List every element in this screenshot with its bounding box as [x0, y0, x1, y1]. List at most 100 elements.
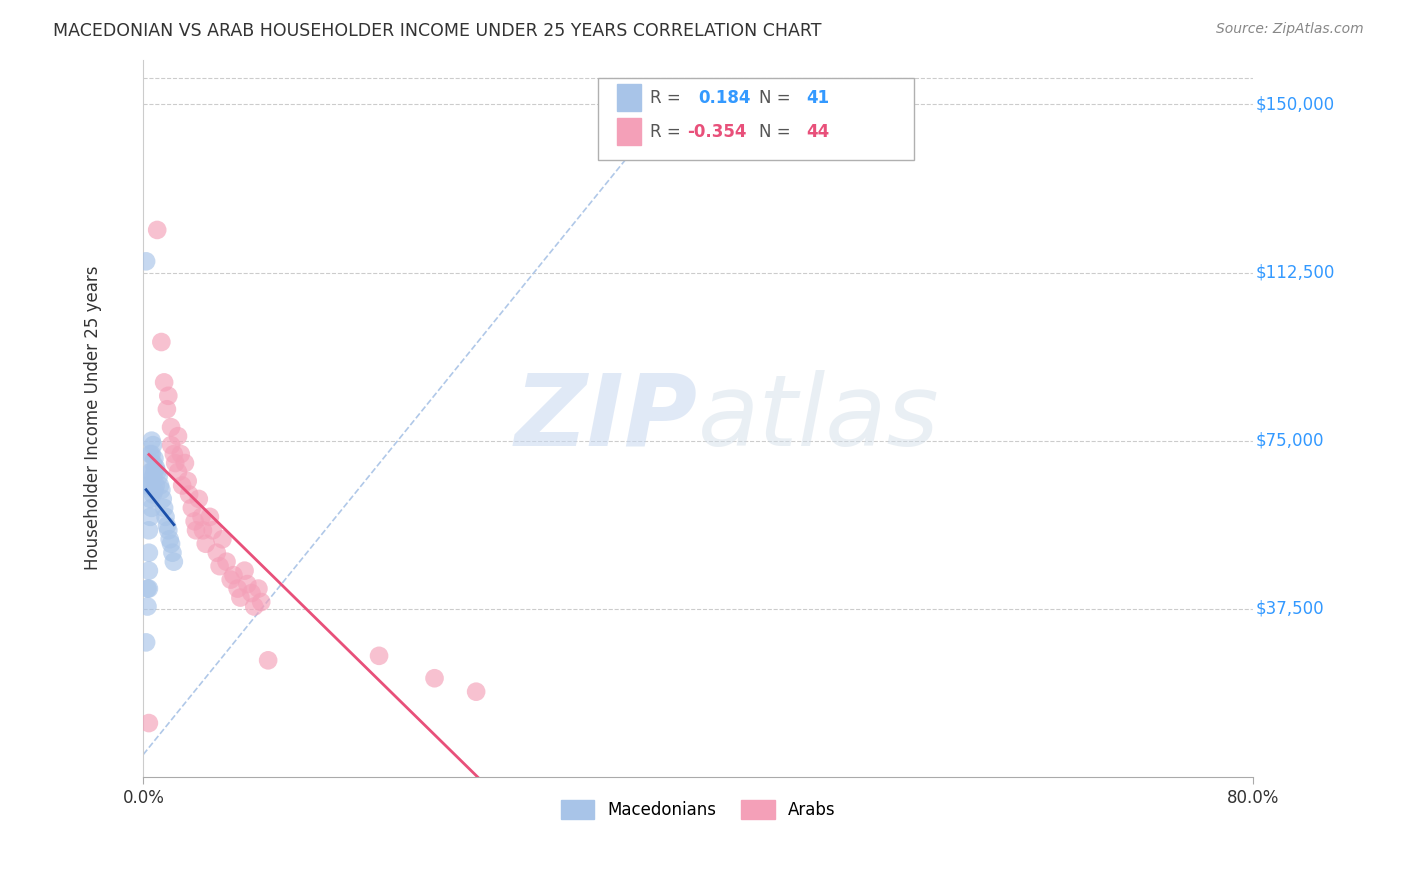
Point — [191, 524, 214, 538]
Point — [142, 438, 165, 452]
Point — [148, 469, 170, 483]
Point — [143, 465, 166, 479]
Bar — [617, 118, 641, 145]
Point — [167, 429, 190, 443]
Point — [142, 487, 165, 501]
Point — [180, 500, 202, 515]
Text: N =: N = — [759, 122, 796, 141]
Text: $75,000: $75,000 — [1256, 432, 1324, 450]
Point — [136, 599, 159, 614]
Point — [167, 465, 190, 479]
Text: -0.354: -0.354 — [688, 122, 747, 141]
Point — [146, 465, 169, 479]
Point — [157, 389, 180, 403]
Point — [174, 456, 197, 470]
Point — [136, 582, 159, 596]
Point — [184, 524, 207, 538]
Point — [138, 716, 160, 731]
Text: R =: R = — [651, 88, 686, 107]
Point — [135, 635, 157, 649]
Point — [138, 524, 160, 538]
Point — [162, 546, 184, 560]
Point — [219, 573, 242, 587]
Point — [141, 500, 163, 515]
Point — [153, 500, 176, 515]
Point — [257, 653, 280, 667]
Point — [205, 546, 228, 560]
Point — [215, 555, 238, 569]
Point — [229, 591, 252, 605]
Point — [146, 223, 169, 237]
FancyBboxPatch shape — [598, 78, 914, 160]
Point — [139, 491, 162, 506]
Text: N =: N = — [759, 88, 796, 107]
Point — [233, 564, 256, 578]
Text: Householder Income Under 25 years: Householder Income Under 25 years — [84, 266, 103, 571]
Point — [142, 456, 165, 470]
Text: $112,500: $112,500 — [1256, 263, 1334, 282]
Text: 44: 44 — [807, 122, 830, 141]
Point — [138, 564, 160, 578]
Point — [143, 483, 166, 497]
Point — [165, 456, 187, 470]
Point — [141, 478, 163, 492]
Point — [142, 469, 165, 483]
Point — [139, 509, 162, 524]
Point — [139, 478, 162, 492]
Point — [236, 577, 259, 591]
Point — [157, 524, 180, 538]
Point — [243, 599, 266, 614]
Point — [172, 478, 194, 492]
Point — [153, 376, 176, 390]
Text: 0.184: 0.184 — [697, 88, 751, 107]
Point — [135, 254, 157, 268]
Point — [145, 460, 167, 475]
Point — [138, 546, 160, 560]
Point — [152, 491, 174, 506]
Point — [141, 434, 163, 448]
Point — [222, 568, 245, 582]
Text: 41: 41 — [807, 88, 830, 107]
Point — [150, 483, 173, 497]
Bar — [617, 84, 641, 112]
Point — [141, 447, 163, 461]
Point — [170, 447, 193, 461]
Point — [136, 478, 159, 492]
Point — [194, 537, 217, 551]
Point — [201, 524, 224, 538]
Legend: Macedonians, Arabs: Macedonians, Arabs — [554, 793, 842, 826]
Point — [139, 465, 162, 479]
Point — [150, 334, 173, 349]
Text: $37,500: $37,500 — [1256, 599, 1324, 618]
Point — [160, 420, 183, 434]
Point — [198, 509, 221, 524]
Point — [368, 648, 391, 663]
Point — [177, 474, 200, 488]
Text: ZIP: ZIP — [515, 369, 697, 467]
Point — [159, 533, 181, 547]
Point — [183, 514, 205, 528]
Text: MACEDONIAN VS ARAB HOUSEHOLDER INCOME UNDER 25 YEARS CORRELATION CHART: MACEDONIAN VS ARAB HOUSEHOLDER INCOME UN… — [53, 22, 823, 40]
Point — [163, 447, 186, 461]
Point — [250, 595, 273, 609]
Point — [138, 582, 160, 596]
Text: R =: R = — [651, 122, 686, 141]
Point — [163, 555, 186, 569]
Text: $150,000: $150,000 — [1256, 95, 1334, 113]
Point — [423, 671, 446, 685]
Point — [190, 509, 212, 524]
Point — [141, 465, 163, 479]
Point — [139, 447, 162, 461]
Point — [208, 559, 231, 574]
Point — [187, 491, 209, 506]
Point — [247, 582, 270, 596]
Text: Source: ZipAtlas.com: Source: ZipAtlas.com — [1216, 22, 1364, 37]
Point — [155, 509, 177, 524]
Point — [465, 684, 488, 698]
Point — [143, 451, 166, 466]
Point — [211, 533, 233, 547]
Text: atlas: atlas — [697, 369, 939, 467]
Point — [149, 478, 172, 492]
Point — [156, 402, 179, 417]
Point — [160, 438, 183, 452]
